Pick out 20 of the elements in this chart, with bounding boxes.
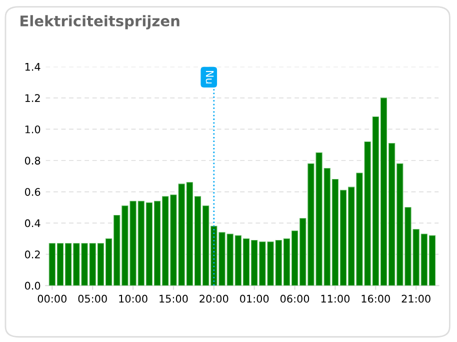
y-tick-label: 0.0 (24, 282, 40, 290)
ref-line-label: Nu (206, 70, 214, 84)
y-tick-label: 0.2 (24, 250, 40, 258)
x-tick-label: 11:00 (321, 294, 350, 303)
y-tick-label: 0.6 (24, 188, 40, 196)
x-tick-label: 05:00 (78, 294, 107, 303)
x-tick-label: 16:00 (362, 294, 390, 303)
x-tick-label: 20:00 (200, 294, 228, 303)
x-tick-label: 21:00 (402, 294, 430, 303)
x-tick-label: 10:00 (119, 294, 148, 303)
x-tick-label: 00:00 (38, 294, 66, 303)
y-tick-label: 0.8 (24, 156, 40, 165)
x-tick-label: 15:00 (160, 294, 188, 303)
y-tick-label: 1.2 (25, 94, 40, 102)
y-tick-label: 1.0 (25, 125, 40, 134)
x-tick-label: 01:00 (240, 294, 269, 303)
x-tick-label: 06:00 (280, 294, 310, 303)
y-tick-label: 1.4 (25, 63, 40, 71)
chart-title: Elektriciteitsprijzen (20, 15, 180, 30)
y-tick-label: 0.4 (24, 219, 40, 228)
